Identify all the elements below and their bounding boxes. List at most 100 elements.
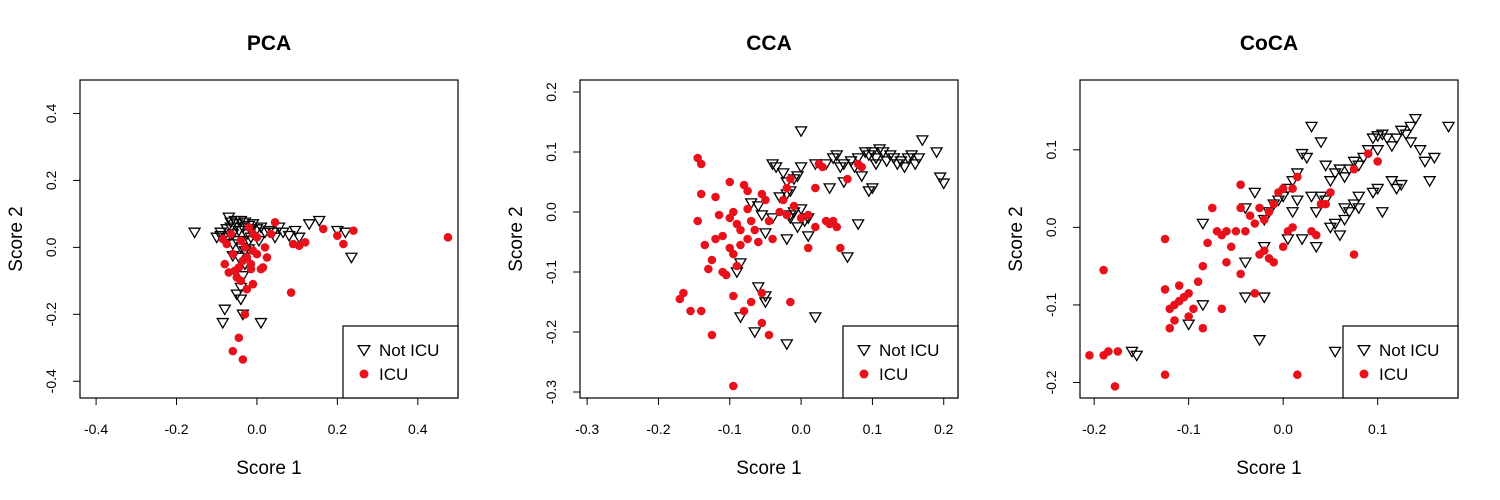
not-icu-point	[1309, 241, 1323, 254]
icu-point	[786, 174, 795, 184]
icu-point	[761, 195, 770, 205]
not-icu-point	[302, 219, 316, 231]
icu-point	[832, 222, 842, 232]
icu-point	[242, 284, 252, 294]
x-tick-label: 0.2	[328, 421, 348, 437]
icu-point	[1241, 226, 1250, 236]
not-icu-point	[780, 339, 794, 351]
x-axis-label: Score 1	[236, 458, 301, 479]
icu-point	[711, 192, 720, 202]
chart-title: PCA	[247, 32, 291, 55]
not-icu-point	[1309, 207, 1323, 219]
not-icu-point	[1314, 137, 1328, 149]
legend-icu-marker	[359, 369, 369, 379]
icu-point	[843, 174, 852, 184]
not-icu-point	[830, 150, 844, 162]
not-icu-point	[1385, 141, 1399, 153]
not-icu-point	[1295, 234, 1309, 246]
not-icu-point	[1352, 191, 1366, 203]
x-tick-label: 0.0	[247, 421, 267, 437]
icu-point	[696, 159, 706, 169]
not-icu-point	[1196, 300, 1210, 312]
icu-point	[1231, 226, 1241, 236]
not-icu-point	[1328, 346, 1342, 358]
not-icu-point	[862, 186, 876, 198]
icu-point	[1349, 250, 1359, 259]
icu-point	[764, 216, 774, 226]
icu-point	[696, 189, 706, 199]
not-icu-point	[765, 159, 780, 171]
icu-point	[218, 234, 228, 244]
not-icu-point	[790, 171, 805, 183]
not-icu-point	[751, 201, 765, 213]
legend-label: ICU	[879, 365, 908, 384]
icu-point	[443, 233, 453, 242]
icu-point	[228, 249, 238, 259]
icu-point	[246, 259, 256, 269]
not-icu-point	[1371, 145, 1385, 157]
not-icu-point	[288, 225, 302, 238]
not-icu-point	[937, 178, 951, 190]
icu-point	[1293, 172, 1302, 182]
x-tick-label: -0.2	[1082, 421, 1106, 437]
plot-frame	[1079, 79, 1459, 399]
not-icu-point	[344, 252, 359, 264]
y-tick-label: 0.2	[543, 82, 559, 102]
icu-point	[782, 210, 792, 220]
icu-point	[1269, 257, 1279, 267]
icu-point	[675, 294, 685, 304]
not-icu-point	[216, 317, 230, 330]
x-axis-label: Score 1	[736, 458, 801, 479]
not-icu-point	[1323, 176, 1338, 188]
not-icu-point	[1347, 199, 1361, 211]
icu-point	[234, 333, 244, 343]
icu-point	[1184, 312, 1193, 321]
y-tick-label: 0.2	[43, 170, 59, 190]
not-icu-point	[794, 126, 808, 138]
not-icu-point	[1285, 207, 1300, 219]
points-group	[675, 126, 951, 391]
y-tick-label: -0.2	[43, 302, 59, 326]
not-icu-point	[224, 217, 238, 229]
y-tick-label: 0.0	[43, 237, 59, 257]
not-icu-point	[1385, 176, 1399, 188]
not-icu-point	[751, 282, 765, 294]
not-icu-point	[837, 159, 851, 171]
icu-point	[1373, 157, 1382, 166]
icu-point	[349, 226, 358, 235]
not-icu-point	[1337, 214, 1352, 227]
y-tick-label: -0.4	[43, 369, 59, 393]
icu-point	[1085, 351, 1094, 360]
chart-panel-coca: CoCA -0.2 -0.1 0.0 0.1 -0.2 -0.1 0.0 0.1 Score 1 S…	[1006, 32, 1459, 479]
icu-point	[1222, 257, 1231, 267]
icu-point	[707, 255, 717, 265]
icu-point	[1236, 203, 1245, 213]
x-axis-label: Score 1	[1236, 458, 1301, 479]
icu-point	[288, 239, 298, 249]
icu-point	[1189, 304, 1198, 314]
not-icu-point	[748, 327, 762, 339]
not-icu-point	[780, 234, 794, 246]
not-icu-point	[1361, 145, 1375, 157]
not-icu-point	[1295, 148, 1309, 161]
x-tick-label: 0.0	[1273, 421, 1293, 437]
icu-point	[1236, 269, 1245, 279]
icu-point	[1160, 285, 1170, 294]
not-icu-point	[1342, 207, 1356, 219]
legend-not-icu-marker	[1357, 344, 1371, 357]
icu-point	[1198, 323, 1208, 333]
y-axis-label: Score 2	[506, 206, 527, 271]
not-icu-point	[1300, 152, 1314, 165]
icu-point	[704, 264, 713, 274]
not-icu-point	[1366, 133, 1380, 145]
icu-point	[270, 217, 280, 227]
not-icu-point	[1238, 257, 1253, 269]
icu-point	[226, 229, 236, 239]
icu-point	[1363, 149, 1373, 158]
icu-point	[1113, 347, 1123, 356]
icu-point	[286, 288, 296, 297]
not-icu-point	[1257, 241, 1271, 254]
not-icu-point	[880, 156, 894, 168]
icu-point	[721, 270, 731, 280]
